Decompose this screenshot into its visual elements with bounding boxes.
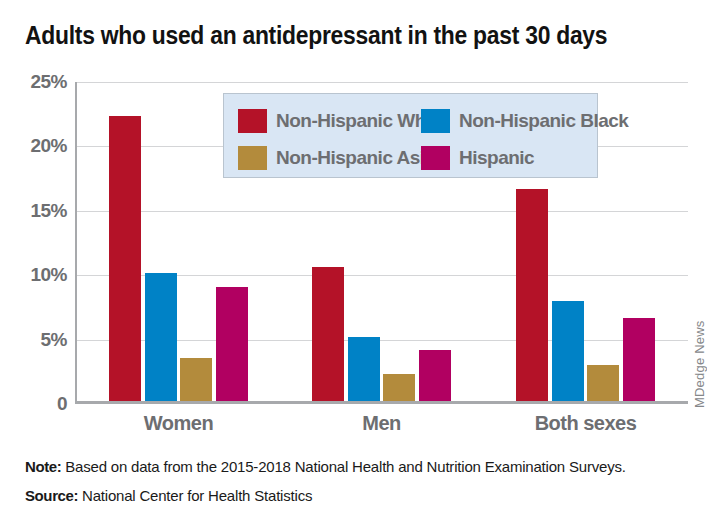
- bar: [145, 273, 177, 401]
- bar: [109, 116, 141, 401]
- legend-item: Non-Hispanic White: [238, 109, 421, 133]
- bar: [552, 301, 584, 401]
- source-line: Source: National Center for Health Stati…: [25, 487, 312, 504]
- footnote-label: Note:: [25, 458, 61, 475]
- y-axis-tick-label: 5%: [21, 330, 67, 350]
- source-text: National Center for Health Statistics: [78, 487, 312, 504]
- legend-item: Non-Hispanic Asian: [238, 146, 421, 170]
- bar: [216, 287, 248, 401]
- bar: [516, 189, 548, 401]
- legend-swatch-non-hispanic-white: [238, 109, 267, 133]
- category-label: Both sexes: [516, 412, 655, 435]
- chart-figure: Adults who used an antidepressant in the…: [0, 0, 720, 528]
- footnote: Note: Based on data from the 2015-2018 N…: [25, 458, 626, 475]
- y-axis-tick-label: 25%: [21, 72, 67, 92]
- chart-title: Adults who used an antidepressant in the…: [25, 20, 607, 51]
- bar: [623, 318, 655, 401]
- legend-item: Non-Hispanic Black: [421, 109, 628, 133]
- legend-swatch-hispanic: [421, 146, 450, 170]
- y-axis-tick-label: 0: [21, 394, 67, 414]
- category-label: Men: [312, 412, 451, 435]
- legend-swatch-non-hispanic-black: [421, 109, 450, 133]
- legend-item: Hispanic: [421, 146, 628, 170]
- bar: [419, 350, 451, 401]
- legend-swatch-non-hispanic-asian: [238, 146, 267, 170]
- legend-label: Non-Hispanic Black: [459, 110, 628, 132]
- y-axis-tick-label: 10%: [21, 265, 67, 285]
- bar: [587, 365, 619, 401]
- legend-label: Hispanic: [459, 147, 534, 169]
- bar: [383, 374, 415, 401]
- footnote-text: Based on data from the 2015-2018 Nationa…: [61, 458, 625, 475]
- bar: [180, 358, 212, 401]
- category-label: Women: [109, 412, 248, 435]
- bar: [348, 337, 380, 401]
- source-label: Source:: [25, 487, 78, 504]
- watermark-vertical-text: MDedge News: [692, 328, 707, 408]
- bar: [312, 267, 344, 401]
- y-axis-tick-label: 20%: [21, 136, 67, 156]
- y-axis-tick-label: 15%: [21, 201, 67, 221]
- legend: Non-Hispanic White Non-Hispanic Black No…: [223, 93, 598, 178]
